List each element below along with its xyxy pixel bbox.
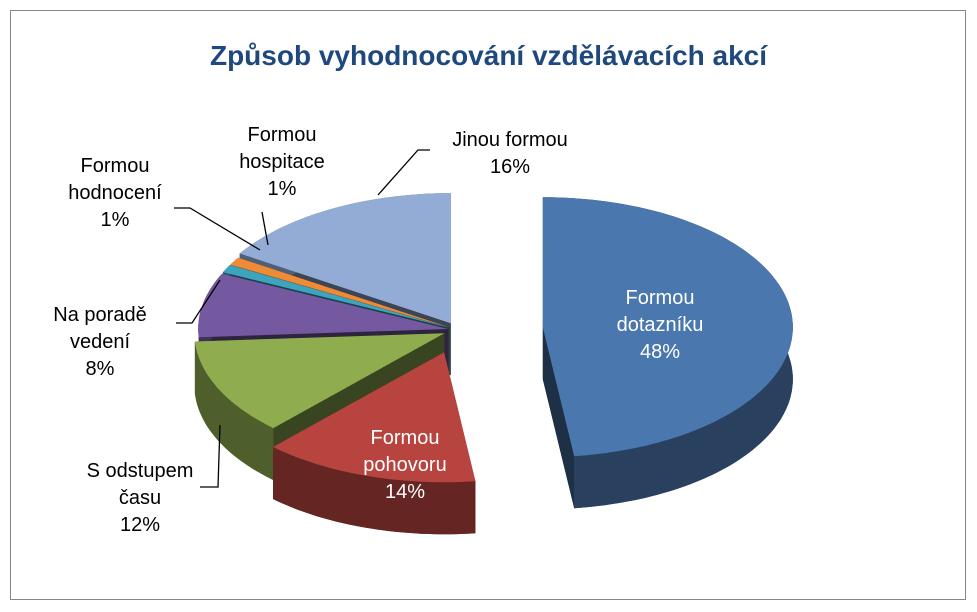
category-name: Na poradě vedení (53, 304, 147, 353)
slice-label: S odstupem času 12% (78, 458, 203, 539)
chart-border (10, 10, 966, 600)
slice-side (273, 447, 476, 535)
percent-label: 1% (267, 178, 297, 200)
category-name: Jinou formou (452, 129, 568, 151)
leader-line (377, 149, 430, 196)
slice-label: Formou hospitace 1% (227, 122, 337, 203)
slice-top (194, 333, 445, 429)
leader-line (261, 211, 269, 246)
leader-line (200, 424, 221, 488)
slice-top (230, 257, 450, 328)
slice-label: Formou dotazníku 48% (605, 285, 715, 366)
percent-label: 16% (489, 156, 531, 178)
slice-top (239, 193, 451, 324)
percent-label: 48% (639, 341, 681, 363)
category-name: Formou hodnocení (68, 155, 162, 204)
slice-top (542, 197, 793, 457)
slice-label: Formou pohovoru 14% (350, 425, 460, 506)
percent-label: 14% (384, 481, 426, 503)
slice (273, 352, 476, 535)
slice-top (222, 265, 450, 328)
leader-line (176, 279, 221, 324)
slice-top (273, 352, 476, 483)
percent-label: 1% (100, 209, 130, 231)
slice-side (194, 341, 274, 481)
leader-lines (174, 149, 430, 488)
slice (542, 197, 793, 509)
category-name: S odstupem času (86, 460, 194, 509)
slice-label: Jinou formou 16% (410, 127, 610, 181)
slice-label: Formou hodnocení 1% (60, 153, 170, 234)
percent-label: 8% (85, 358, 115, 380)
chart-title: Způsob vyhodnocování vzdělávacích akcí (209, 40, 768, 71)
category-name: Formou pohovoru (363, 427, 447, 476)
leader-line (174, 207, 261, 251)
slice-wall (542, 327, 575, 509)
category-name: Formou dotazníku (616, 287, 704, 336)
percent-label: 12% (119, 514, 161, 536)
slice-label: Na poradě vedení 8% (45, 302, 155, 383)
slice-top (198, 273, 449, 338)
category-name: Formou hospitace (239, 124, 325, 173)
slices (194, 193, 793, 535)
